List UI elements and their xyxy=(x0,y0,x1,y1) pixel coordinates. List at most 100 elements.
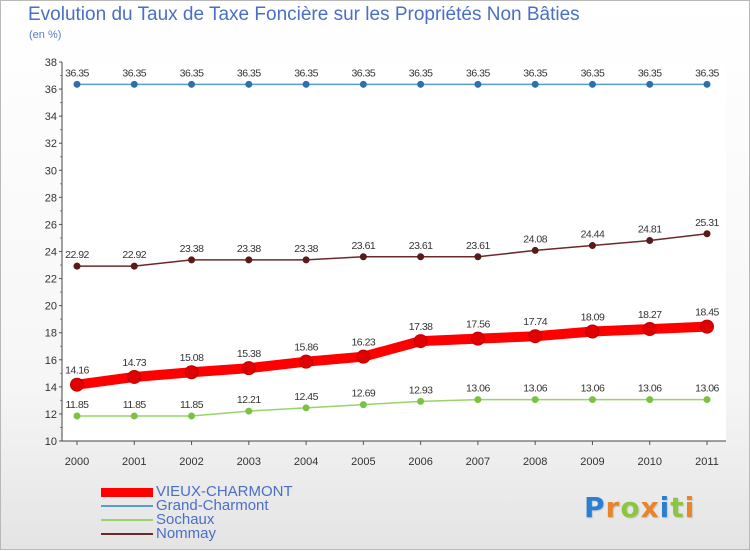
legend-item-vieux-charmont: VIEUX-CHARMONT xyxy=(101,483,331,500)
legend-item-nommay: Nommay xyxy=(101,525,331,542)
x-tick-label: 2002 xyxy=(179,456,203,468)
data-label: 36.35 xyxy=(523,67,547,79)
legend-label: Nommay xyxy=(156,525,217,542)
data-label: 22.92 xyxy=(65,249,89,261)
data-label: 23.38 xyxy=(237,243,261,255)
data-label: 23.38 xyxy=(294,243,318,255)
data-label: 14.73 xyxy=(122,357,146,369)
data-label: 22.92 xyxy=(122,249,146,261)
data-point xyxy=(528,329,543,344)
data-label: 11.85 xyxy=(180,399,204,411)
data-point xyxy=(474,253,482,261)
data-label: 36.35 xyxy=(695,67,719,79)
logo-letter: i xyxy=(684,491,696,524)
y-tick-label: 18 xyxy=(45,328,57,340)
data-point xyxy=(70,377,84,392)
data-point xyxy=(130,80,138,88)
data-point xyxy=(470,331,485,346)
data-label: 13.06 xyxy=(581,383,605,395)
data-point xyxy=(646,237,654,245)
data-point xyxy=(188,80,196,88)
data-label: 36.35 xyxy=(409,67,433,79)
x-tick-label: 2010 xyxy=(637,456,661,468)
data-point xyxy=(184,365,199,380)
data-point xyxy=(703,396,711,404)
data-point xyxy=(73,262,81,270)
data-point xyxy=(700,319,714,334)
data-point xyxy=(73,80,81,88)
x-tick-label: 2011 xyxy=(695,456,719,468)
logo-letter: t xyxy=(670,491,685,524)
y-tick-label: 22 xyxy=(45,274,57,286)
data-label: 15.86 xyxy=(294,342,318,354)
data-label: 36.35 xyxy=(180,67,204,79)
data-point xyxy=(241,361,256,376)
y-tick-label: 14 xyxy=(45,382,57,394)
data-label: 17.56 xyxy=(466,319,490,331)
data-point xyxy=(188,256,196,264)
logo-letter: x xyxy=(640,491,660,524)
data-point xyxy=(299,354,314,369)
data-label: 36.35 xyxy=(65,67,89,79)
data-point xyxy=(188,412,196,420)
data-label: 13.06 xyxy=(695,383,719,395)
y-tick-label: 30 xyxy=(45,165,57,177)
data-label: 13.06 xyxy=(466,383,490,395)
x-tick-label: 2004 xyxy=(294,456,318,468)
data-point xyxy=(130,262,138,270)
x-tick-label: 2003 xyxy=(237,456,261,468)
y-tick-label: 16 xyxy=(45,355,57,367)
logo-letter: i xyxy=(659,491,671,524)
data-label: 13.06 xyxy=(523,383,547,395)
data-point xyxy=(245,407,253,415)
series-line xyxy=(76,398,708,417)
legend-item-sochaux: Sochaux xyxy=(101,511,331,528)
legend-swatch xyxy=(101,488,153,497)
legend-swatch xyxy=(101,519,153,521)
data-label: 13.06 xyxy=(638,383,662,395)
data-label: 12.45 xyxy=(294,391,318,403)
data-label: 18.27 xyxy=(638,309,662,321)
data-label: 24.81 xyxy=(638,224,662,236)
data-point xyxy=(302,80,310,88)
data-point xyxy=(703,230,711,238)
logo-letter: o xyxy=(620,491,641,524)
data-point xyxy=(588,242,596,250)
data-point xyxy=(417,253,425,261)
data-point xyxy=(359,80,367,88)
series-line xyxy=(72,321,712,390)
data-point xyxy=(245,256,253,264)
x-tick-label: 2008 xyxy=(523,456,547,468)
data-label: 36.35 xyxy=(466,67,490,79)
data-label: 16.23 xyxy=(351,337,375,349)
logo-letter: P xyxy=(584,491,606,524)
x-tick-label: 2006 xyxy=(408,456,432,468)
data-label: 11.85 xyxy=(123,399,147,411)
data-label: 23.61 xyxy=(351,240,375,252)
data-point xyxy=(646,80,654,88)
data-label: 24.08 xyxy=(523,233,547,245)
data-point xyxy=(474,396,482,404)
data-label: 14.16 xyxy=(65,365,89,377)
data-label: 23.38 xyxy=(180,243,204,255)
legend-label: Grand-Charmont xyxy=(156,497,269,514)
data-label: 12.69 xyxy=(351,388,375,400)
data-point xyxy=(302,256,310,264)
data-point xyxy=(646,396,654,404)
data-label: 25.31 xyxy=(695,217,719,229)
y-tick-label: 10 xyxy=(45,436,57,448)
x-tick-label: 2007 xyxy=(466,456,490,468)
x-tick-label: 2000 xyxy=(65,456,89,468)
data-label: 17.74 xyxy=(523,316,547,328)
data-point xyxy=(703,80,711,88)
y-tick-label: 32 xyxy=(45,138,57,150)
x-tick-label: 2009 xyxy=(580,456,604,468)
legend-item-grand-charmont: Grand-Charmont xyxy=(101,497,331,514)
data-point xyxy=(531,246,539,254)
y-tick-label: 36 xyxy=(45,84,57,96)
data-point xyxy=(531,396,539,404)
data-label: 36.35 xyxy=(351,67,375,79)
series-line xyxy=(76,233,708,267)
data-label: 36.35 xyxy=(294,67,318,79)
